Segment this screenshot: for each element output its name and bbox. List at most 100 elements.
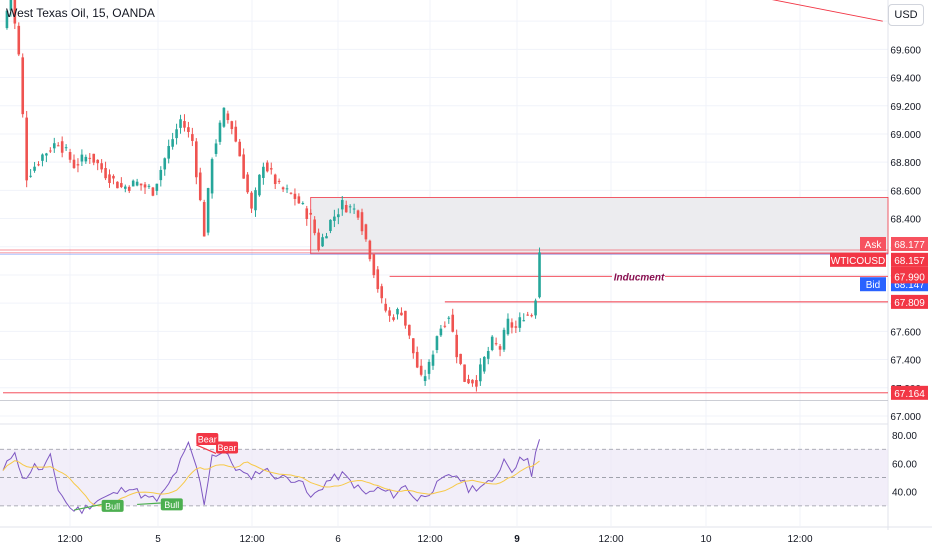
- candle-body[interactable]: [246, 174, 249, 193]
- candle-body[interactable]: [25, 117, 28, 181]
- candle-body[interactable]: [56, 145, 60, 147]
- candle-body[interactable]: [13, 0, 17, 24]
- candle-body[interactable]: [112, 175, 115, 179]
- candle-body[interactable]: [490, 336, 494, 350]
- candle-body[interactable]: [147, 185, 151, 187]
- candle-body[interactable]: [415, 351, 419, 368]
- candle-body[interactable]: [392, 317, 395, 320]
- level-67809-tag[interactable]: 67.809: [891, 294, 928, 309]
- candle-body[interactable]: [250, 192, 253, 209]
- currency-button[interactable]: USD: [888, 4, 924, 26]
- candle-body[interactable]: [127, 186, 131, 191]
- candle-body[interactable]: [431, 354, 435, 366]
- candle-body[interactable]: [222, 107, 226, 127]
- trendline[interactable]: [666, 0, 883, 22]
- candle-body[interactable]: [427, 361, 431, 374]
- candle-body[interactable]: [33, 166, 36, 171]
- candle-body[interactable]: [518, 317, 522, 328]
- candle-body[interactable]: [179, 119, 182, 128]
- candle-body[interactable]: [309, 212, 313, 215]
- candle-body[interactable]: [198, 172, 202, 201]
- candle-body[interactable]: [9, 0, 13, 11]
- candle-body[interactable]: [84, 156, 88, 162]
- candle-body[interactable]: [317, 232, 320, 251]
- candle-body[interactable]: [21, 57, 25, 115]
- candle-body[interactable]: [5, 10, 9, 29]
- candle-body[interactable]: [49, 150, 52, 152]
- candle-body[interactable]: [143, 184, 147, 188]
- candle-body[interactable]: [151, 187, 155, 196]
- candle-body[interactable]: [494, 343, 498, 345]
- candle-body[interactable]: [372, 254, 376, 276]
- candle-body[interactable]: [266, 162, 269, 172]
- candle-body[interactable]: [37, 164, 40, 166]
- candle-body[interactable]: [226, 113, 230, 121]
- candle-body[interactable]: [52, 143, 56, 149]
- candle-body[interactable]: [45, 153, 48, 156]
- signal-bull[interactable]: Bull: [101, 499, 124, 512]
- candle-body[interactable]: [423, 376, 427, 382]
- candle-body[interactable]: [96, 159, 99, 164]
- candle-body[interactable]: [80, 154, 84, 162]
- candle-body[interactable]: [463, 364, 466, 382]
- candle-body[interactable]: [400, 312, 403, 316]
- candle-body[interactable]: [285, 188, 289, 190]
- candle-body[interactable]: [195, 141, 198, 178]
- candle-body[interactable]: [135, 181, 139, 186]
- candle-body[interactable]: [344, 204, 348, 213]
- candle-body[interactable]: [60, 141, 64, 153]
- candle-body[interactable]: [471, 379, 474, 384]
- candle-body[interactable]: [29, 175, 32, 177]
- candle-body[interactable]: [88, 157, 92, 159]
- candle-body[interactable]: [171, 139, 174, 147]
- candle-body[interactable]: [131, 180, 135, 187]
- candle-body[interactable]: [281, 187, 285, 190]
- candle-body[interactable]: [321, 237, 324, 247]
- supply-zone[interactable]: [310, 196, 889, 255]
- candle-body[interactable]: [404, 310, 407, 326]
- candle-body[interactable]: [72, 159, 76, 168]
- candle-body[interactable]: [123, 186, 127, 189]
- candle-body[interactable]: [451, 314, 455, 332]
- candle-body[interactable]: [258, 174, 261, 196]
- candle-body[interactable]: [486, 351, 490, 359]
- support-tag[interactable]: 67.164: [891, 385, 928, 400]
- symbol-title[interactable]: West Texas Oil, 15, OANDA: [6, 6, 155, 20]
- candle-body[interactable]: [202, 202, 206, 237]
- candle-body[interactable]: [163, 158, 167, 170]
- inducement-tag[interactable]: 67.990: [891, 269, 928, 284]
- candle-body[interactable]: [277, 180, 281, 182]
- candle-body[interactable]: [187, 127, 190, 133]
- candle-body[interactable]: [68, 152, 72, 160]
- candle-body[interactable]: [325, 236, 328, 239]
- candle-body[interactable]: [396, 308, 399, 315]
- candle-body[interactable]: [380, 286, 384, 299]
- candle-body[interactable]: [530, 315, 533, 317]
- candle-body[interactable]: [455, 334, 458, 358]
- candle-body[interactable]: [289, 192, 293, 194]
- candle-body[interactable]: [293, 193, 297, 199]
- candle-body[interactable]: [301, 203, 305, 205]
- candle-body[interactable]: [41, 154, 44, 161]
- candle-body[interactable]: [155, 183, 159, 191]
- candle-body[interactable]: [439, 328, 443, 336]
- candle-body[interactable]: [479, 364, 482, 382]
- candle-body[interactable]: [104, 168, 107, 179]
- candle-body[interactable]: [356, 210, 360, 218]
- last-tag[interactable]: WTICOUSD 68.157: [830, 252, 928, 267]
- candle-body[interactable]: [506, 318, 510, 335]
- candle-body[interactable]: [376, 269, 380, 290]
- candle-body[interactable]: [210, 159, 214, 194]
- candle-body[interactable]: [447, 317, 451, 319]
- candle-body[interactable]: [388, 310, 391, 316]
- candle-body[interactable]: [230, 121, 234, 130]
- candle-body[interactable]: [218, 122, 222, 142]
- candle-body[interactable]: [76, 164, 80, 166]
- ask-tag[interactable]: Ask 68.177: [860, 236, 928, 251]
- candle-body[interactable]: [17, 25, 21, 55]
- candle-body[interactable]: [352, 208, 356, 210]
- candle-body[interactable]: [214, 143, 218, 154]
- candle-body[interactable]: [238, 141, 241, 157]
- candle-body[interactable]: [348, 206, 352, 208]
